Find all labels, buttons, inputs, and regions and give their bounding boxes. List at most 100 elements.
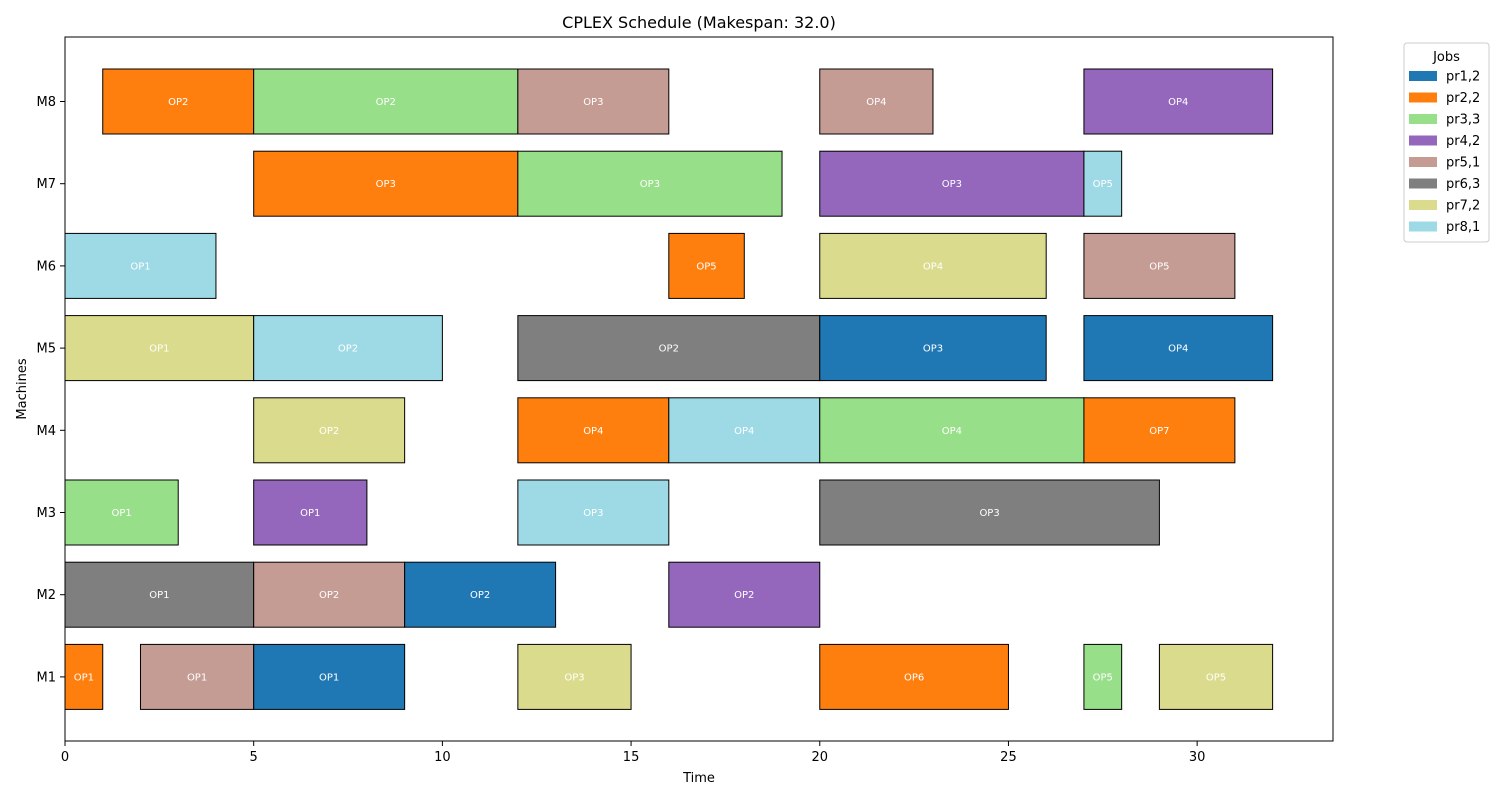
gantt-bar bbox=[64, 232, 217, 299]
gantt-bar bbox=[668, 561, 821, 628]
gantt-bar-label: OP3 bbox=[583, 97, 603, 108]
gantt-bar-label: OP6 bbox=[904, 672, 924, 683]
gantt-bar-label: OP1 bbox=[130, 261, 150, 272]
gantt-bar-label: OP2 bbox=[168, 97, 188, 108]
legend-entry-label: pr3,3 bbox=[1446, 113, 1480, 128]
gantt-bar-label: OP4 bbox=[923, 261, 943, 272]
gantt-bar bbox=[253, 315, 443, 382]
gantt-bar-label: OP2 bbox=[319, 590, 339, 601]
gantt-bar-label: OP5 bbox=[1206, 672, 1226, 683]
gantt-bar-label: OP5 bbox=[1149, 261, 1169, 272]
x-tick-label: 0 bbox=[61, 750, 69, 765]
legend-swatch bbox=[1409, 92, 1437, 103]
legend-swatch bbox=[1409, 135, 1437, 146]
gantt-bar-label: OP2 bbox=[470, 590, 490, 601]
y-axis: M1 M2 M3 M4 M5 M6 M7 M8 bbox=[37, 95, 65, 685]
gantt-bar bbox=[819, 397, 1085, 464]
gantt-bar bbox=[668, 232, 745, 299]
gantt-bar bbox=[253, 150, 519, 217]
gantt-bar-label: OP1 bbox=[74, 672, 94, 683]
gantt-bar-label: OP2 bbox=[376, 97, 396, 108]
gantt-bar bbox=[253, 561, 406, 628]
x-tick-label: 15 bbox=[623, 750, 640, 765]
gantt-bar-label: OP4 bbox=[866, 97, 886, 108]
gantt-bar bbox=[517, 479, 670, 546]
y-axis-label: Machines bbox=[15, 358, 30, 419]
gantt-bar-label: OP4 bbox=[942, 426, 962, 437]
gantt-bar-label: OP3 bbox=[942, 179, 962, 190]
gantt-bar-label: OP4 bbox=[1168, 97, 1188, 108]
gantt-bar bbox=[1083, 397, 1236, 464]
gantt-bar bbox=[819, 68, 934, 135]
legend: Jobs pr1,2 pr2,2 pr3,3 pr4,2 pr5,1 pr6,3 pr7,2 p… bbox=[1403, 42, 1490, 243]
gantt-bar-label: OP1 bbox=[319, 672, 339, 683]
gantt-bar bbox=[1083, 68, 1274, 135]
gantt-bar-label: OP3 bbox=[640, 179, 660, 190]
gantt-bar bbox=[102, 68, 255, 135]
gantt-bar bbox=[64, 479, 179, 546]
gantt-bar bbox=[668, 397, 821, 464]
y-tick-label: M3 bbox=[37, 506, 57, 521]
y-tick-label: M1 bbox=[37, 670, 57, 685]
gantt-bar-label: OP4 bbox=[734, 426, 754, 437]
gantt-bar-label: OP2 bbox=[734, 590, 754, 601]
x-tick-label: 5 bbox=[250, 750, 258, 765]
gantt-bar bbox=[1083, 232, 1236, 299]
legend-swatch bbox=[1409, 200, 1437, 210]
legend-entry-label: pr4,2 bbox=[1446, 134, 1480, 149]
gantt-bar-label: OP1 bbox=[187, 672, 207, 683]
gantt-bar bbox=[64, 643, 104, 710]
gantt-bar-label: OP7 bbox=[1149, 426, 1169, 437]
gantt-bar bbox=[1083, 150, 1123, 217]
gantt-bar-label: OP5 bbox=[1093, 672, 1113, 683]
gantt-bar bbox=[404, 561, 557, 628]
gantt-bar-label: OP5 bbox=[1093, 179, 1113, 190]
legend-swatch bbox=[1409, 221, 1437, 232]
gantt-bar bbox=[1083, 643, 1123, 710]
legend-entry-label: pr1,2 bbox=[1446, 70, 1480, 85]
gantt-bar bbox=[253, 643, 406, 710]
x-tick-label: 25 bbox=[1000, 750, 1017, 765]
gantt-bar bbox=[517, 68, 670, 135]
legend-swatch bbox=[1409, 71, 1437, 81]
gantt-bar bbox=[517, 397, 670, 464]
legend-title: Jobs bbox=[1432, 50, 1460, 65]
gantt-bar bbox=[1158, 643, 1274, 710]
x-tick-label: 10 bbox=[434, 750, 451, 765]
gantt-bar bbox=[253, 397, 406, 464]
gantt-bar bbox=[64, 315, 255, 382]
gantt-bar bbox=[517, 643, 632, 710]
y-tick-label: M2 bbox=[37, 588, 57, 603]
gantt-bar-label: OP4 bbox=[1168, 344, 1188, 355]
x-axis-label: Time bbox=[682, 771, 715, 786]
chart-title: CPLEX Schedule (Makespan: 32.0) bbox=[562, 13, 836, 32]
gantt-bar-label: OP3 bbox=[564, 672, 584, 683]
gantt-bar bbox=[819, 232, 1047, 299]
y-tick-label: M8 bbox=[37, 95, 57, 110]
gantt-bar-label: OP4 bbox=[583, 426, 603, 437]
legend-swatch bbox=[1409, 178, 1437, 189]
legend-swatch bbox=[1409, 157, 1437, 167]
gantt-bar bbox=[253, 479, 368, 546]
gantt-bar-label: OP2 bbox=[659, 344, 679, 355]
gantt-bar bbox=[819, 150, 1085, 217]
y-tick-label: M6 bbox=[37, 259, 57, 274]
gantt-bar-label: OP2 bbox=[338, 344, 358, 355]
gantt-bar-label: OP5 bbox=[696, 261, 716, 272]
gantt-bar bbox=[819, 643, 1009, 710]
legend-entry-label: pr2,2 bbox=[1446, 91, 1480, 106]
x-tick-label: 20 bbox=[811, 750, 828, 765]
gantt-bar bbox=[139, 643, 255, 710]
x-tick-label: 30 bbox=[1189, 750, 1206, 765]
gantt-bar bbox=[819, 315, 1047, 382]
y-tick-label: M5 bbox=[37, 342, 57, 357]
y-tick-label: M7 bbox=[37, 177, 57, 192]
legend-entry-label: pr8,1 bbox=[1446, 220, 1480, 235]
legend-entry-label: pr5,1 bbox=[1446, 156, 1480, 171]
gantt-bar bbox=[517, 150, 783, 217]
gantt-bar-label: OP1 bbox=[300, 508, 320, 519]
gantt-bar-label: OP2 bbox=[319, 426, 339, 437]
gantt-bar-label: OP3 bbox=[583, 508, 603, 519]
gantt-bar-label: OP3 bbox=[979, 508, 999, 519]
